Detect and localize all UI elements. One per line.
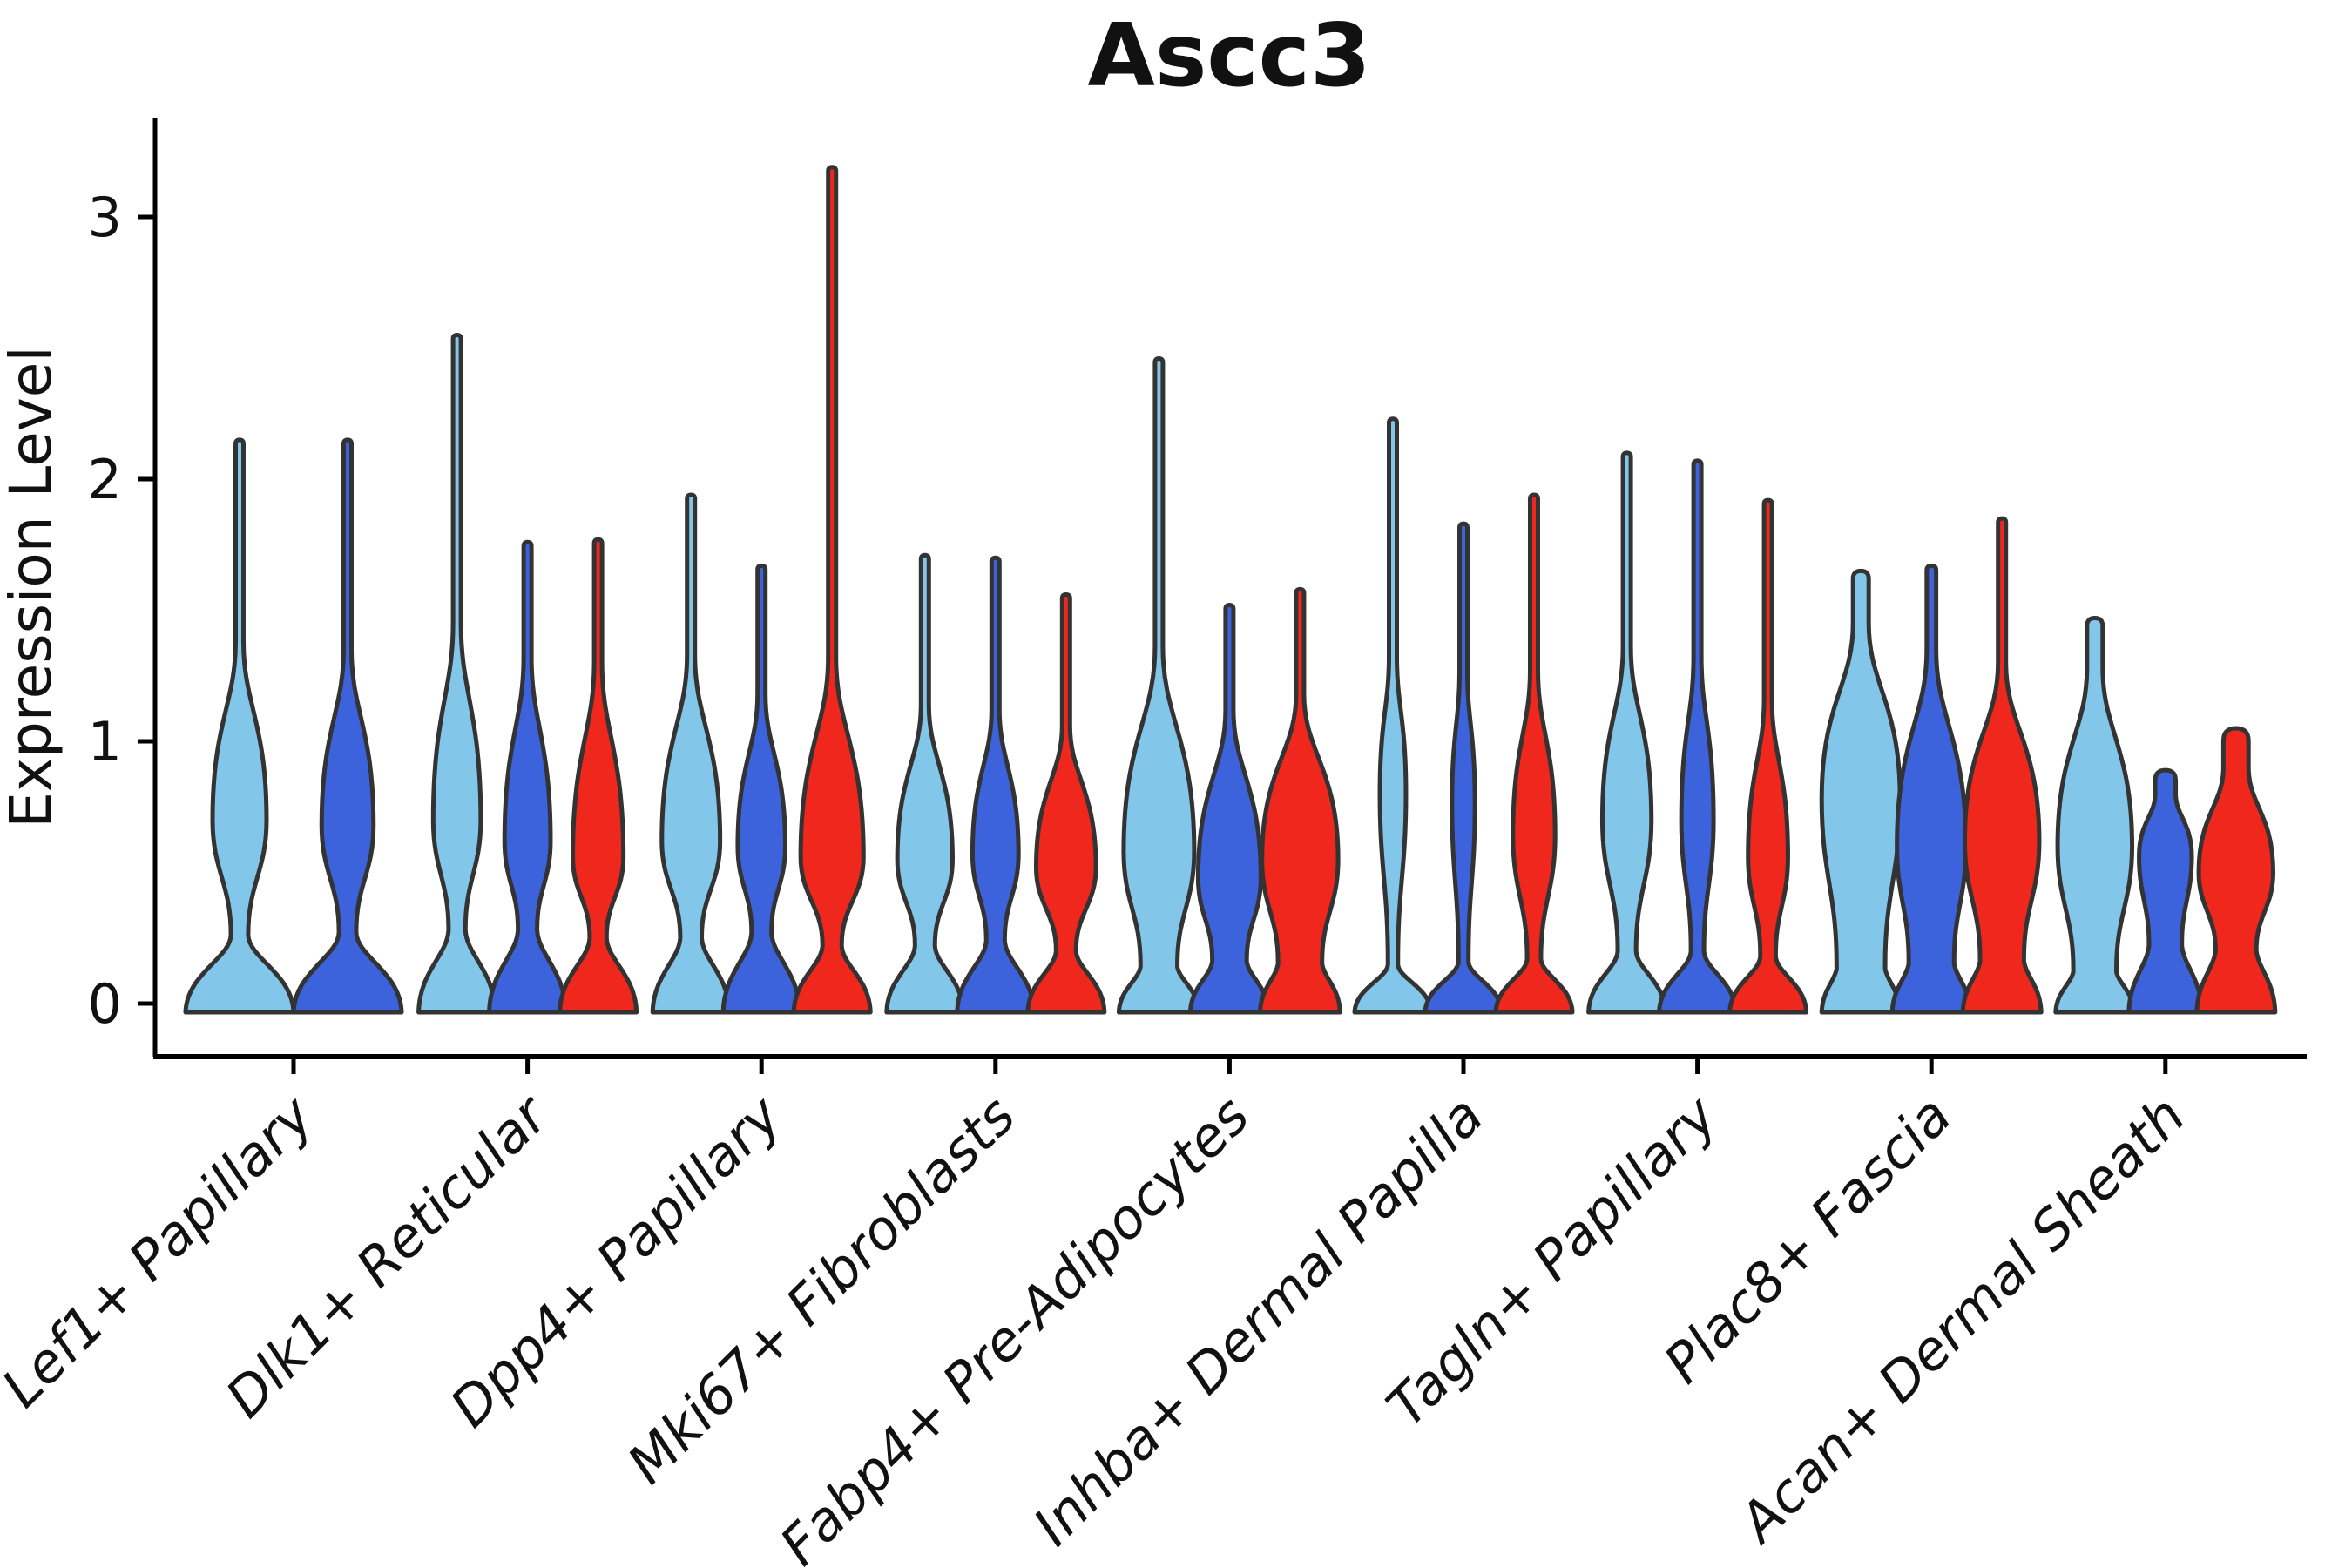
violin-blue	[487, 539, 569, 1015]
y-tick-label: 1	[88, 710, 122, 774]
violin-blue	[1657, 458, 1739, 1015]
violin-group	[183, 437, 404, 1015]
y-tick-label: 2	[88, 448, 122, 511]
violin-blue	[1187, 602, 1271, 1015]
violin-group	[1116, 356, 1342, 1015]
x-tick-label: Inhba+ Dermal Papilla	[1021, 1084, 1495, 1558]
violin-group	[1352, 416, 1575, 1015]
violin-skyblue	[1819, 568, 1903, 1015]
violin-red	[2194, 726, 2278, 1015]
violin-red	[1025, 591, 1107, 1015]
violin-skyblue	[1586, 450, 1668, 1015]
violin-group	[416, 332, 639, 1015]
y-tick-label: 3	[88, 186, 122, 249]
y-axis-label: Expression Level	[0, 346, 64, 828]
violin-blue	[720, 563, 802, 1015]
violin-skyblue	[416, 332, 498, 1015]
violin-group	[2053, 616, 2278, 1015]
violin-red	[1960, 516, 2044, 1015]
violin-red	[1257, 586, 1342, 1015]
violin-skyblue	[884, 552, 966, 1015]
plot-area	[183, 165, 2278, 1015]
violin-blue	[955, 555, 1037, 1015]
violin-blue	[291, 437, 404, 1015]
violin-group	[1819, 516, 2044, 1015]
violin-skyblue	[2053, 616, 2137, 1015]
violin-skyblue	[1352, 416, 1434, 1015]
x-tick-label: Acan+ Dermal Sheath	[1725, 1084, 2198, 1557]
violin-group	[1586, 450, 1809, 1015]
violin-blue	[1423, 521, 1504, 1015]
violin-skyblue	[650, 492, 732, 1015]
violin-red	[791, 165, 873, 1015]
violin-group	[884, 552, 1107, 1015]
x-tick-label: Fabp4+ Pre-Adipocytes	[767, 1084, 1261, 1568]
violin-red	[1493, 492, 1575, 1015]
violin-group	[650, 165, 873, 1015]
chart-title: Ascc3	[1087, 4, 1370, 106]
violin-skyblue	[1116, 356, 1201, 1015]
violin-red	[558, 537, 639, 1015]
violin-red	[1727, 497, 1809, 1015]
y-tick-label: 0	[88, 972, 122, 1036]
violin-blue	[2126, 767, 2205, 1015]
x-tick-label: Mki67+ Fibroblasts	[615, 1084, 1027, 1496]
violin-skyblue	[183, 437, 296, 1015]
violin-blue	[1889, 563, 1973, 1015]
